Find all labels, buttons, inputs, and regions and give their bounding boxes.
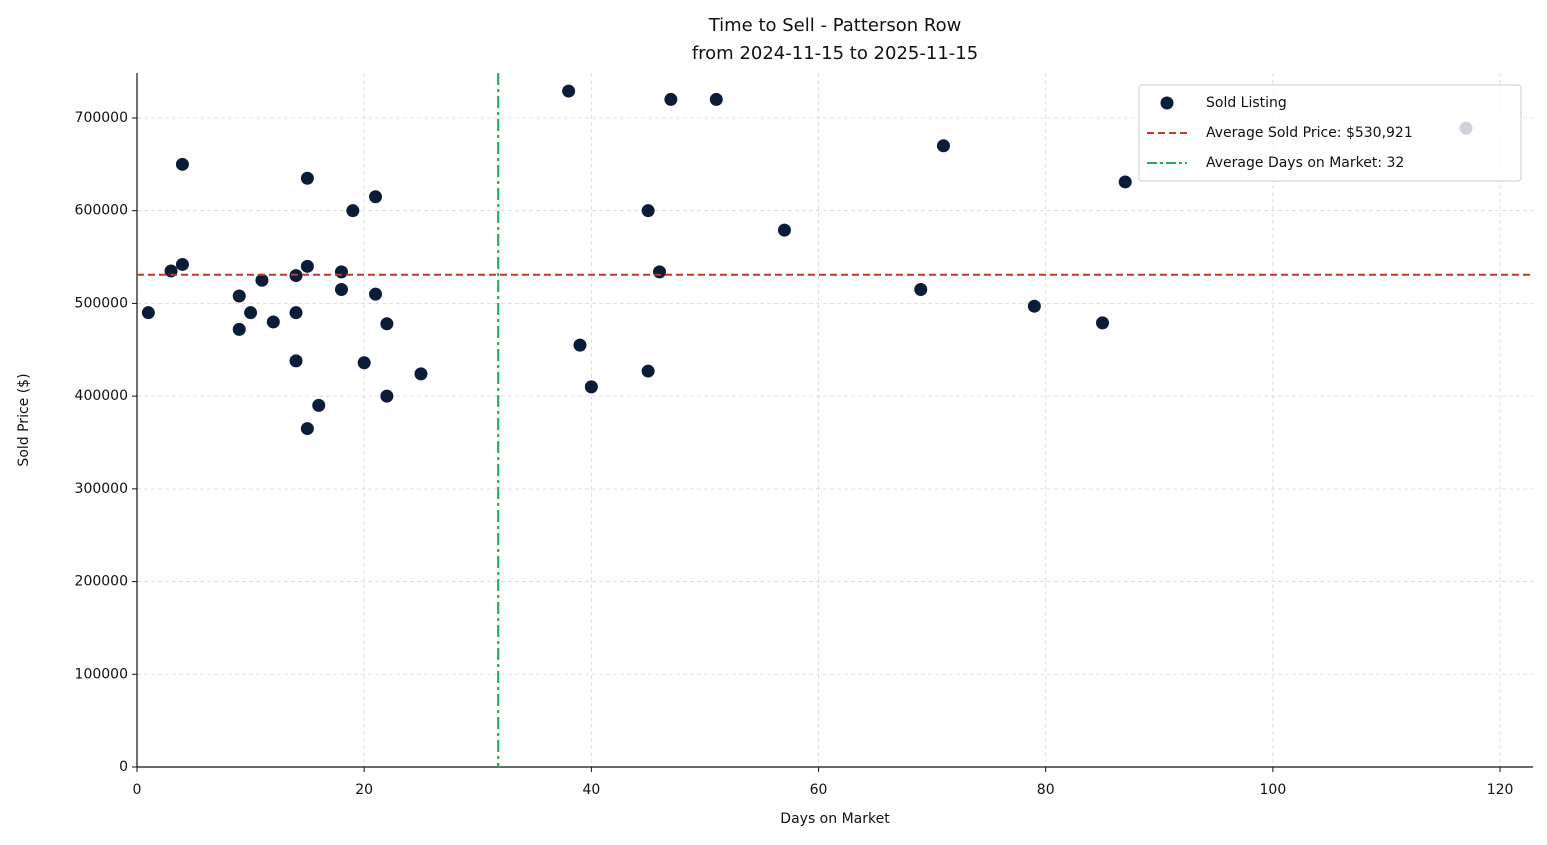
point bbox=[584, 380, 598, 394]
point bbox=[777, 223, 791, 237]
point bbox=[369, 190, 383, 204]
x-tick-label: 40 bbox=[582, 782, 600, 798]
point bbox=[653, 265, 667, 279]
y-tick-label: 700000 bbox=[75, 110, 128, 126]
legend-label: Average Days on Market: 32 bbox=[1206, 155, 1404, 171]
x-tick-label: 100 bbox=[1260, 782, 1287, 798]
y-tick-label: 300000 bbox=[75, 481, 128, 497]
point bbox=[289, 306, 303, 320]
point bbox=[641, 364, 655, 378]
point bbox=[346, 204, 360, 218]
x-tick-label: 80 bbox=[1037, 782, 1055, 798]
point bbox=[244, 306, 258, 320]
point bbox=[255, 273, 269, 287]
point bbox=[312, 398, 326, 412]
point bbox=[300, 171, 314, 185]
point bbox=[300, 259, 314, 273]
point bbox=[1118, 175, 1132, 189]
point bbox=[141, 306, 155, 320]
point bbox=[380, 389, 394, 403]
legend-marker bbox=[1160, 96, 1174, 110]
point bbox=[232, 322, 246, 336]
legend-label: Average Sold Price: $530,921 bbox=[1206, 125, 1413, 141]
legend-label: Sold Listing bbox=[1206, 95, 1287, 111]
point bbox=[1027, 299, 1041, 313]
point bbox=[334, 265, 348, 279]
point bbox=[369, 287, 383, 301]
y-axis-label: Sold Price ($) bbox=[16, 373, 32, 466]
point bbox=[573, 338, 587, 352]
point bbox=[380, 317, 394, 331]
point bbox=[936, 139, 950, 153]
x-axis-label: Days on Market bbox=[780, 811, 890, 827]
x-tick-label: 60 bbox=[810, 782, 828, 798]
point bbox=[175, 157, 189, 171]
legend-box bbox=[1138, 84, 1522, 182]
point bbox=[300, 422, 314, 436]
point bbox=[914, 282, 928, 296]
x-tick-label: 20 bbox=[355, 782, 373, 798]
point bbox=[232, 289, 246, 303]
point bbox=[266, 315, 280, 329]
point bbox=[641, 204, 655, 218]
point bbox=[1096, 316, 1110, 330]
chart-subtitle: from 2024-11-15 to 2025-11-15 bbox=[692, 43, 978, 64]
point bbox=[414, 367, 428, 381]
point bbox=[334, 282, 348, 296]
y-tick-label: 400000 bbox=[75, 388, 128, 404]
y-tick-label: 100000 bbox=[75, 666, 128, 682]
point bbox=[664, 92, 678, 106]
point bbox=[175, 257, 189, 271]
y-tick-label: 0 bbox=[119, 759, 128, 775]
x-tick-label: 0 bbox=[133, 782, 142, 798]
y-tick-label: 500000 bbox=[75, 295, 128, 311]
x-tick-label: 120 bbox=[1487, 782, 1514, 798]
y-tick-label: 600000 bbox=[75, 203, 128, 219]
point bbox=[289, 354, 303, 368]
chart-title: Time to Sell - Patterson Row bbox=[708, 15, 962, 36]
y-tick-label: 200000 bbox=[75, 574, 128, 590]
point bbox=[562, 84, 576, 98]
point bbox=[709, 92, 723, 106]
point bbox=[357, 356, 371, 370]
